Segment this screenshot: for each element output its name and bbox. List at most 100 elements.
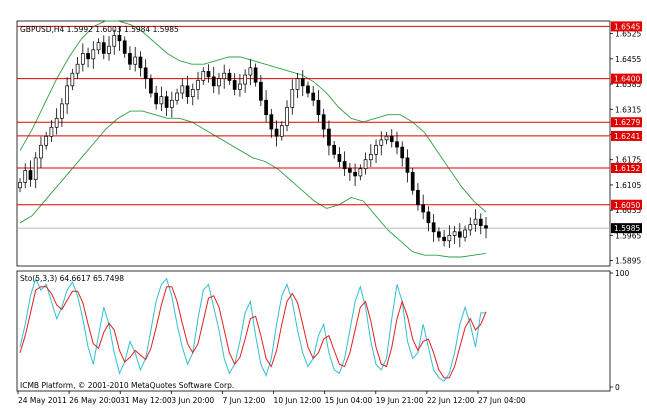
price-tick-label: 1.6385 xyxy=(615,80,641,89)
candle-body xyxy=(337,153,342,162)
candle-body xyxy=(447,235,452,242)
candle-body xyxy=(253,67,258,83)
candle-body xyxy=(431,222,436,233)
candle-body xyxy=(452,231,457,236)
stochastic-tick-label: 0 xyxy=(615,383,620,392)
level-tag-label: 1.6545 xyxy=(614,22,640,31)
level-tag-label: 1.6279 xyxy=(614,118,640,127)
candle-body xyxy=(295,78,300,90)
candle-body xyxy=(437,231,441,238)
time-tick-label: 15 Jun 04:00 xyxy=(325,396,373,405)
candle-body xyxy=(395,141,399,148)
candle-body xyxy=(107,45,111,54)
time-tick-label: 24 May 2011 xyxy=(18,396,67,405)
bollinger-lower-line xyxy=(19,110,487,258)
candle-body xyxy=(206,71,211,78)
candle-body xyxy=(463,229,467,238)
candle-body xyxy=(468,224,473,231)
time-tick-label: 22 Jun 12:00 xyxy=(427,396,475,405)
candle-body xyxy=(279,125,284,137)
level-tag-label: 1.6241 xyxy=(614,132,640,141)
price-tick-label: 1.6455 xyxy=(615,55,641,64)
stochastic-header: Sto(5,3,3) 64.6617 65.7498 xyxy=(20,274,124,283)
candle-body xyxy=(185,85,190,98)
time-tick-label: 10 Jun 12:00 xyxy=(274,396,322,405)
candle-body xyxy=(211,76,216,87)
current-price-tag xyxy=(611,223,642,234)
candle-body xyxy=(196,80,200,90)
candle-body xyxy=(112,35,117,47)
candle-body xyxy=(33,157,38,180)
candle-body xyxy=(348,168,352,173)
candle-body xyxy=(232,80,237,90)
bollinger-upper-line xyxy=(19,20,487,213)
candle-body xyxy=(358,168,363,177)
candle-body xyxy=(274,128,279,137)
candle-body xyxy=(86,53,90,60)
candle-body xyxy=(300,78,305,87)
candle-body xyxy=(332,144,337,155)
candle-body xyxy=(122,40,127,54)
candle-body xyxy=(484,225,488,229)
candle-body xyxy=(473,218,478,225)
candle-body xyxy=(384,135,389,141)
candle-body xyxy=(290,89,295,108)
level-tag xyxy=(611,199,642,210)
level-tag-label: 1.6050 xyxy=(614,201,640,210)
candle-body xyxy=(227,72,232,81)
candle-body xyxy=(311,92,316,101)
candle-body xyxy=(101,42,106,54)
candle-body xyxy=(217,78,221,87)
candle-body xyxy=(259,81,263,101)
candle-body xyxy=(201,71,206,81)
candle-body xyxy=(75,63,80,74)
candle-body xyxy=(169,99,174,108)
price-header: GBPUSD,H4 1.5992 1.6003 1.5984 1.5985 xyxy=(20,25,179,34)
level-tag xyxy=(611,117,642,128)
candle-body xyxy=(421,204,426,213)
candle-body xyxy=(143,67,148,79)
candle-body xyxy=(44,135,49,146)
candle-body xyxy=(400,146,405,159)
candle-body xyxy=(416,189,420,206)
candle-body xyxy=(175,92,179,101)
candle-body xyxy=(327,128,331,146)
candle-body xyxy=(154,92,158,105)
candle-body xyxy=(478,218,483,226)
level-tag xyxy=(611,130,642,141)
price-tick-label: 1.6315 xyxy=(615,105,641,114)
stochastic-signal-line xyxy=(19,286,487,379)
candle-body xyxy=(138,56,143,69)
candle-body xyxy=(80,53,85,65)
candle-body xyxy=(190,89,195,98)
time-tick-label: 19 Jun 21:00 xyxy=(376,396,424,405)
level-tag xyxy=(611,21,642,32)
time-tick-label: 31 May 12:00 xyxy=(120,396,172,405)
candle-body xyxy=(128,53,132,65)
candle-body xyxy=(91,49,96,60)
stochastic-panel xyxy=(16,270,611,392)
candle-body xyxy=(28,170,33,180)
candle-body xyxy=(70,72,75,87)
price-panel xyxy=(16,20,611,267)
candle-body xyxy=(426,211,431,224)
candle-body xyxy=(117,35,122,42)
candle-body xyxy=(264,99,268,116)
candle-body xyxy=(180,85,185,94)
price-tick-label: 1.6525 xyxy=(615,30,641,39)
price-tick-label: 1.5895 xyxy=(615,257,641,266)
stochastic-main-line xyxy=(19,277,486,382)
candle-body xyxy=(164,96,169,108)
candle-body xyxy=(306,85,310,94)
candle-body xyxy=(49,126,54,137)
candle-body xyxy=(149,78,153,94)
time-tick-label: 7 Jun 12:00 xyxy=(222,396,265,405)
candle-body xyxy=(285,107,289,126)
time-tick-label: 27 Jun 04:00 xyxy=(478,396,526,405)
candle-body xyxy=(243,74,247,85)
candle-body xyxy=(222,72,227,79)
candle-body xyxy=(442,236,446,242)
level-tag-label: 1.6152 xyxy=(614,164,640,173)
candle-body xyxy=(457,231,462,238)
